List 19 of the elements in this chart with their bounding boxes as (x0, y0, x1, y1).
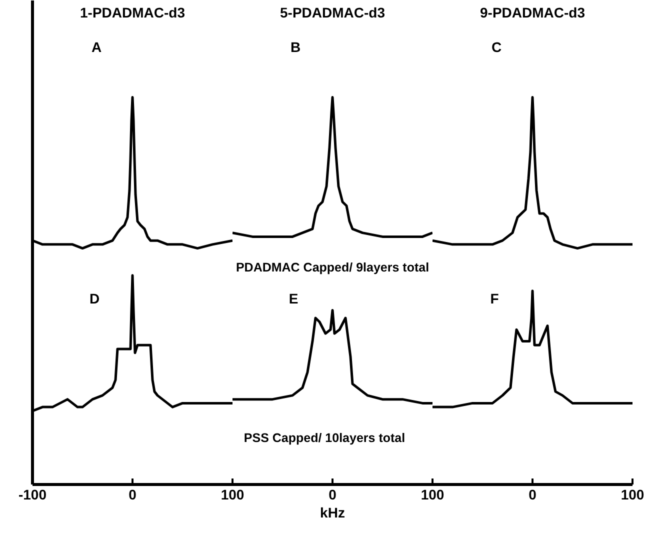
text: B (290, 38, 301, 55)
x-tick-label: 0 (328, 486, 337, 502)
x-tick-label: 0 (128, 486, 137, 502)
annotation: D (89, 290, 100, 307)
chart-title: 1-PDADMAC-d3 (80, 4, 186, 20)
chart-title: 9-PDADMAC-d3 (480, 4, 586, 20)
x-tick-label: 100 (620, 486, 644, 502)
x-axis-title: kHz (320, 504, 345, 520)
annotation: PSS Capped/ 10layers total (244, 431, 406, 446)
x-tick-label: 0 (528, 486, 537, 502)
text: A (91, 38, 102, 55)
chart-title: 5-PDADMAC-d3 (280, 4, 386, 20)
x-tick-label: -100 (18, 486, 47, 502)
x-tick-label: 100 (220, 486, 244, 502)
x-tick-label: 100 (420, 486, 444, 502)
annotation: F (490, 290, 500, 307)
annotation: E (288, 290, 298, 307)
text: C (491, 38, 502, 55)
annotation: PDADMAC Capped/ 9layers total (236, 260, 430, 275)
